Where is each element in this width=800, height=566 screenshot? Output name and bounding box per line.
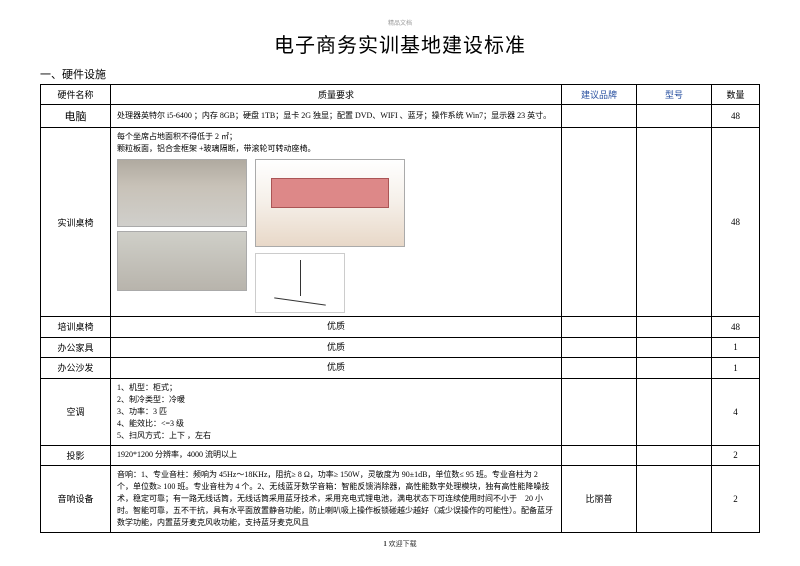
- cell-model: [637, 128, 712, 317]
- cell-name: 空调: [41, 378, 111, 445]
- table-header-row: 硬件名称 质量要求 建议品牌 型号 数量: [41, 85, 760, 105]
- col-model: 型号: [637, 85, 712, 105]
- cell-brand: [562, 445, 637, 465]
- page-footer: 1 欢迎下载: [40, 539, 760, 549]
- footer-text: 欢迎下载: [387, 540, 417, 548]
- table-row: 办公沙发优质 1: [41, 358, 760, 379]
- cell-brand: [562, 105, 637, 128]
- cell-requirement: 1920*1200 分辨率，4000 流明以上: [111, 445, 562, 465]
- cell-requirement: 1、机型：柜式； 2、制冷类型：冷暖 3、功率：3 匹 4、能效比：<=3 级 …: [111, 378, 562, 445]
- cell-name: 办公沙发: [41, 358, 111, 379]
- table-row: 培训桌椅优质 48: [41, 317, 760, 338]
- desk-render: [255, 159, 405, 247]
- desk-photo-2: [117, 231, 247, 291]
- cell-requirement: 处理器英特尔 i5-6400 ；内存 8GB；硬盘 1TB；显卡 2G 独显；配…: [111, 105, 562, 128]
- cell-requirement: 每个坐席占地面积不得低于 2 ㎡； 颗粒板面，铝合金框架 +玻璃隔断，带滚轮可转…: [111, 128, 562, 317]
- table-row: 投影1920*1200 分辨率，4000 流明以上 2: [41, 445, 760, 465]
- cell-model: [637, 378, 712, 445]
- col-name: 硬件名称: [41, 85, 111, 105]
- table-row: 空调1、机型：柜式； 2、制冷类型：冷暖 3、功率：3 匹 4、能效比：<=3 …: [41, 378, 760, 445]
- cell-model: [637, 445, 712, 465]
- table-row: 音响设备音响：1、专业音柱：频响为 45Hz～18KHz，阻抗≥ 8 Ω，功率≥…: [41, 465, 760, 532]
- cell-qty: 2: [712, 465, 760, 532]
- table-row: 电脑处理器英特尔 i5-6400 ；内存 8GB；硬盘 1TB；显卡 2G 独显…: [41, 105, 760, 128]
- cell-qty: 48: [712, 317, 760, 338]
- chair-base-diagram: [255, 253, 345, 313]
- col-qty: 数量: [712, 85, 760, 105]
- hardware-table: 硬件名称 质量要求 建议品牌 型号 数量 电脑处理器英特尔 i5-6400 ；内…: [40, 84, 760, 533]
- cell-requirement: 优质: [111, 317, 562, 338]
- cell-model: [637, 358, 712, 379]
- cell-brand: [562, 128, 637, 317]
- cell-requirement: 音响：1、专业音柱：频响为 45Hz～18KHz，阻抗≥ 8 Ω，功率≥ 150…: [111, 465, 562, 532]
- cell-model: [637, 105, 712, 128]
- cell-name: 实训桌椅: [41, 128, 111, 317]
- image-row: [117, 159, 555, 313]
- cell-model: [637, 317, 712, 338]
- table-row: 实训桌椅每个坐席占地面积不得低于 2 ㎡； 颗粒板面，铝合金框架 +玻璃隔断，带…: [41, 128, 760, 317]
- cell-requirement: 优质: [111, 337, 562, 358]
- cell-name: 投影: [41, 445, 111, 465]
- cell-qty: 48: [712, 128, 760, 317]
- cell-qty: 2: [712, 445, 760, 465]
- cell-requirement: 优质: [111, 358, 562, 379]
- cell-name: 培训桌椅: [41, 317, 111, 338]
- cell-name: 办公家具: [41, 337, 111, 358]
- header-tiny: 精品文档: [40, 18, 760, 27]
- cell-name: 电脑: [41, 105, 111, 128]
- desk-photo-1: [117, 159, 247, 227]
- cell-brand: 比丽普: [562, 465, 637, 532]
- section-heading: 一、硬件设施: [40, 66, 760, 82]
- cell-model: [637, 465, 712, 532]
- cell-brand: [562, 337, 637, 358]
- cell-brand: [562, 317, 637, 338]
- col-brand: 建议品牌: [562, 85, 637, 105]
- cell-qty: 4: [712, 378, 760, 445]
- cell-qty: 1: [712, 337, 760, 358]
- cell-qty: 1: [712, 358, 760, 379]
- cell-brand: [562, 358, 637, 379]
- cell-name: 音响设备: [41, 465, 111, 532]
- cell-brand: [562, 378, 637, 445]
- table-row: 办公家具优质 1: [41, 337, 760, 358]
- col-req: 质量要求: [111, 85, 562, 105]
- page-title: 电子商务实训基地建设标准: [40, 29, 760, 58]
- cell-model: [637, 337, 712, 358]
- cell-qty: 48: [712, 105, 760, 128]
